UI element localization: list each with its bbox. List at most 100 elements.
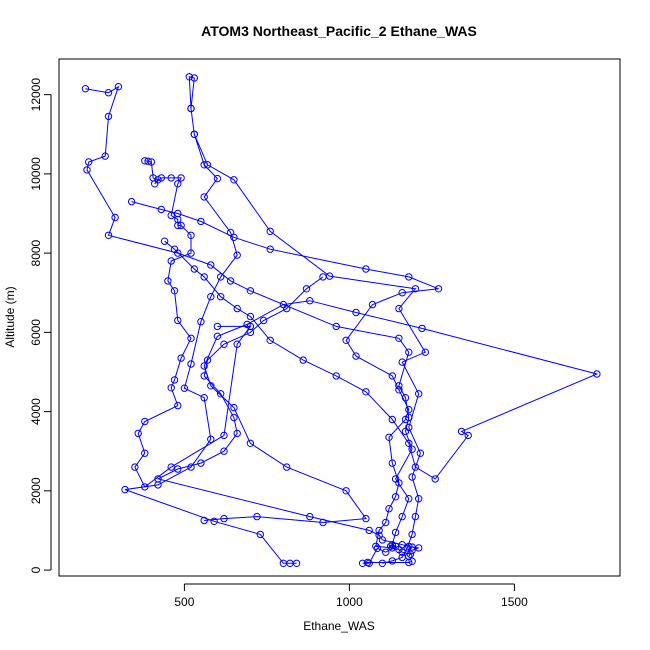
data-point	[210, 517, 218, 525]
data-point	[363, 558, 372, 567]
plot-area	[81, 73, 601, 567]
data-point	[114, 83, 123, 91]
data-point	[408, 473, 416, 481]
data-point	[306, 297, 314, 305]
data-point	[207, 435, 215, 443]
data-point	[319, 273, 327, 281]
data-point	[131, 463, 139, 471]
data-point	[213, 322, 222, 331]
data-point	[147, 158, 156, 166]
data-point	[418, 324, 426, 333]
data-point	[283, 304, 291, 313]
data-point	[253, 512, 261, 521]
data-point	[292, 559, 301, 567]
data-point	[266, 227, 274, 236]
data-point	[187, 463, 195, 471]
data-point	[220, 431, 228, 440]
data-point	[388, 557, 396, 565]
data-point	[593, 370, 601, 378]
data-point	[378, 559, 387, 567]
data-point	[411, 285, 420, 293]
data-point	[167, 463, 175, 471]
y-tick-label: 10000	[29, 157, 43, 191]
data-point	[457, 427, 466, 436]
data-point	[411, 512, 420, 521]
data-point	[405, 405, 413, 414]
data-point	[362, 265, 370, 273]
data-point	[157, 174, 166, 182]
data-point	[104, 89, 113, 97]
data-point	[187, 104, 195, 113]
data-point	[127, 197, 136, 206]
data-point	[220, 340, 228, 348]
y-tick-label: 6000	[29, 319, 43, 346]
data-point	[111, 213, 119, 222]
data-point	[411, 463, 420, 471]
data-point	[190, 265, 199, 273]
data-point	[405, 552, 413, 560]
y-tick-label: 8000	[29, 239, 43, 266]
data-point	[217, 273, 225, 281]
data-point	[101, 152, 109, 160]
data-point	[388, 415, 396, 424]
data-point	[187, 231, 195, 240]
data-point	[362, 388, 370, 396]
data-point	[197, 459, 205, 467]
data-point	[283, 463, 291, 471]
data-point	[388, 459, 396, 467]
data-point	[174, 465, 182, 473]
data-point	[408, 557, 416, 565]
data-point	[207, 261, 215, 269]
data-point	[230, 403, 238, 412]
data-point	[246, 328, 255, 337]
data-point	[352, 308, 360, 317]
data-point	[230, 233, 238, 242]
data-point	[187, 334, 195, 342]
data-point	[398, 512, 406, 521]
data-point	[398, 289, 406, 297]
data-point	[365, 526, 373, 535]
data-point	[375, 526, 383, 535]
data-point	[256, 530, 264, 539]
data-point	[391, 528, 400, 537]
x-tick-label: 1500	[501, 595, 528, 609]
data-point	[177, 354, 185, 362]
data-point	[170, 376, 179, 384]
data-point	[200, 394, 208, 402]
data-point	[405, 348, 413, 356]
data-point	[431, 475, 439, 483]
data-point	[104, 231, 113, 240]
series-5	[154, 273, 423, 554]
data-point	[415, 495, 423, 503]
data-point	[405, 273, 413, 281]
data-point	[170, 245, 179, 253]
y-tick-label: 0	[29, 566, 43, 573]
series-4	[160, 237, 601, 527]
data-point	[464, 431, 472, 440]
data-point	[332, 322, 340, 331]
data-point	[352, 352, 360, 360]
data-point	[408, 546, 416, 554]
data-point	[416, 449, 425, 457]
data-point	[160, 237, 169, 245]
data-point	[141, 417, 149, 426]
data-point	[405, 495, 413, 503]
data-point	[302, 285, 311, 293]
data-point	[220, 447, 228, 455]
data-point	[415, 390, 423, 398]
data-point	[197, 318, 205, 326]
data-point	[378, 536, 387, 544]
data-point	[213, 332, 222, 340]
data-point	[395, 386, 403, 394]
data-point	[382, 548, 390, 556]
data-point	[408, 445, 416, 453]
x-axis: 500 1000 1500	[174, 583, 528, 609]
data-point	[170, 287, 179, 295]
data-point	[421, 348, 429, 356]
series-1	[81, 83, 416, 567]
data-point	[233, 304, 241, 313]
data-point	[226, 277, 235, 285]
data-point	[401, 415, 410, 424]
x-tick-label: 500	[174, 595, 194, 609]
